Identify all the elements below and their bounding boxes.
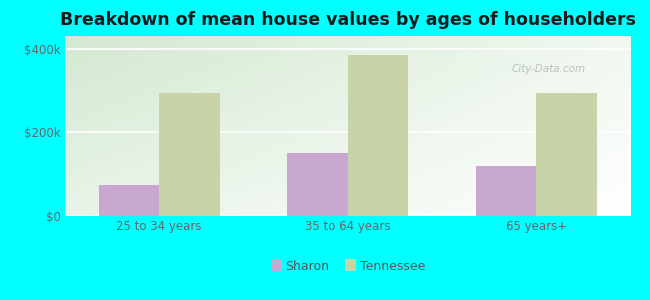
- Text: City-Data.com: City-Data.com: [512, 64, 586, 74]
- Title: Breakdown of mean house values by ages of householders: Breakdown of mean house values by ages o…: [60, 11, 636, 29]
- Bar: [287, 153, 348, 216]
- Bar: [476, 166, 536, 216]
- Bar: [99, 184, 159, 216]
- Legend: Sharon, Tennessee: Sharon, Tennessee: [266, 255, 430, 278]
- Bar: [159, 92, 220, 216]
- Bar: [348, 55, 408, 216]
- Bar: [536, 92, 597, 216]
